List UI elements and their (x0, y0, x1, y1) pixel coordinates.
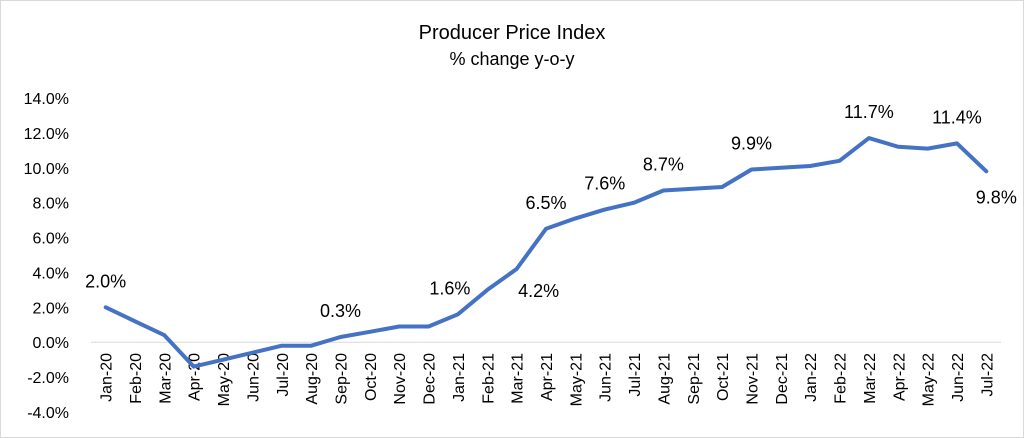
x-tick-label: Feb-22 (833, 353, 850, 404)
y-tick-label: 14.0% (24, 91, 69, 108)
x-tick-label: Jan-20 (99, 353, 116, 402)
x-tick-label: Feb-21 (480, 353, 497, 404)
y-axis-ticks: 14.0% 12.0% 10.0% 8.0% 6.0% 4.0% 2.0% 0.0% -2.0%… (24, 91, 69, 422)
data-label: 9.9% (731, 134, 772, 154)
y-tick-label: 6.0% (33, 231, 69, 248)
data-label: 9.8% (976, 187, 1017, 207)
data-label: 7.6% (584, 174, 625, 194)
data-label: 2.0% (85, 271, 126, 291)
x-tick-label: Jul-21 (627, 353, 644, 397)
x-tick-label: Feb-20 (128, 353, 145, 404)
x-tick-label: May-20 (216, 353, 233, 406)
x-tick-label: May-22 (921, 353, 938, 406)
y-tick-label: -2.0% (27, 370, 69, 387)
data-label: 8.7% (643, 154, 684, 174)
data-label: 6.5% (525, 193, 566, 213)
x-axis-ticks: Jan-20 Feb-20 Mar-20 Apr-20 May-20 Jun-20 Jul-… (99, 353, 997, 406)
x-tick-label: Aug-20 (304, 353, 321, 405)
x-tick-label: Sep-20 (334, 353, 351, 405)
y-tick-label: 8.0% (33, 196, 69, 213)
x-tick-label: Oct-20 (363, 353, 380, 401)
x-tick-label: Jun-22 (950, 353, 967, 402)
data-label: 4.2% (518, 281, 559, 301)
y-tick-label: 12.0% (24, 126, 69, 143)
x-tick-label: Mar-21 (510, 353, 527, 404)
x-tick-label: Dec-20 (422, 353, 439, 405)
x-tick-label: Jun-20 (245, 353, 262, 402)
x-tick-label: Mar-20 (157, 353, 174, 404)
x-tick-label: Jul-22 (979, 353, 996, 397)
data-label: 11.4% (932, 107, 982, 127)
x-tick-label: Jul-20 (275, 353, 292, 397)
x-tick-label: Aug-21 (656, 353, 673, 405)
x-tick-label: Apr-22 (891, 353, 908, 401)
data-labels: 2.0% 0.3% 1.6% 4.2% 6.5% 7.6% 8.7% 9.9% 11.7% 11.… (85, 102, 1017, 321)
y-tick-label: 2.0% (33, 300, 69, 317)
x-tick-label: Jun-21 (598, 353, 615, 402)
x-tick-label: Mar-22 (862, 353, 879, 404)
x-tick-label: Nov-20 (392, 353, 409, 405)
x-tick-label: Jan-21 (451, 353, 468, 402)
y-tick-label: 10.0% (24, 161, 69, 178)
chart-subtitle: % change y-o-y (449, 49, 574, 69)
x-tick-label: May-21 (568, 353, 585, 406)
y-tick-label: 0.0% (33, 335, 69, 352)
x-tick-label: Apr-21 (539, 353, 556, 401)
chart-title: Producer Price Index (419, 22, 606, 44)
x-tick-label: Dec-21 (774, 353, 791, 405)
data-label: 0.3% (320, 301, 361, 321)
data-label: 11.7% (844, 102, 894, 122)
x-tick-label: Sep-21 (686, 353, 703, 405)
y-tick-label: -4.0% (27, 405, 69, 422)
ppi-series-line (103, 136, 989, 369)
y-tick-label: 4.0% (33, 265, 69, 282)
x-tick-label: Jan-22 (803, 353, 820, 402)
x-tick-label: Nov-21 (744, 353, 761, 405)
x-tick-label: Oct-21 (715, 353, 732, 401)
data-label: 1.6% (429, 278, 470, 298)
